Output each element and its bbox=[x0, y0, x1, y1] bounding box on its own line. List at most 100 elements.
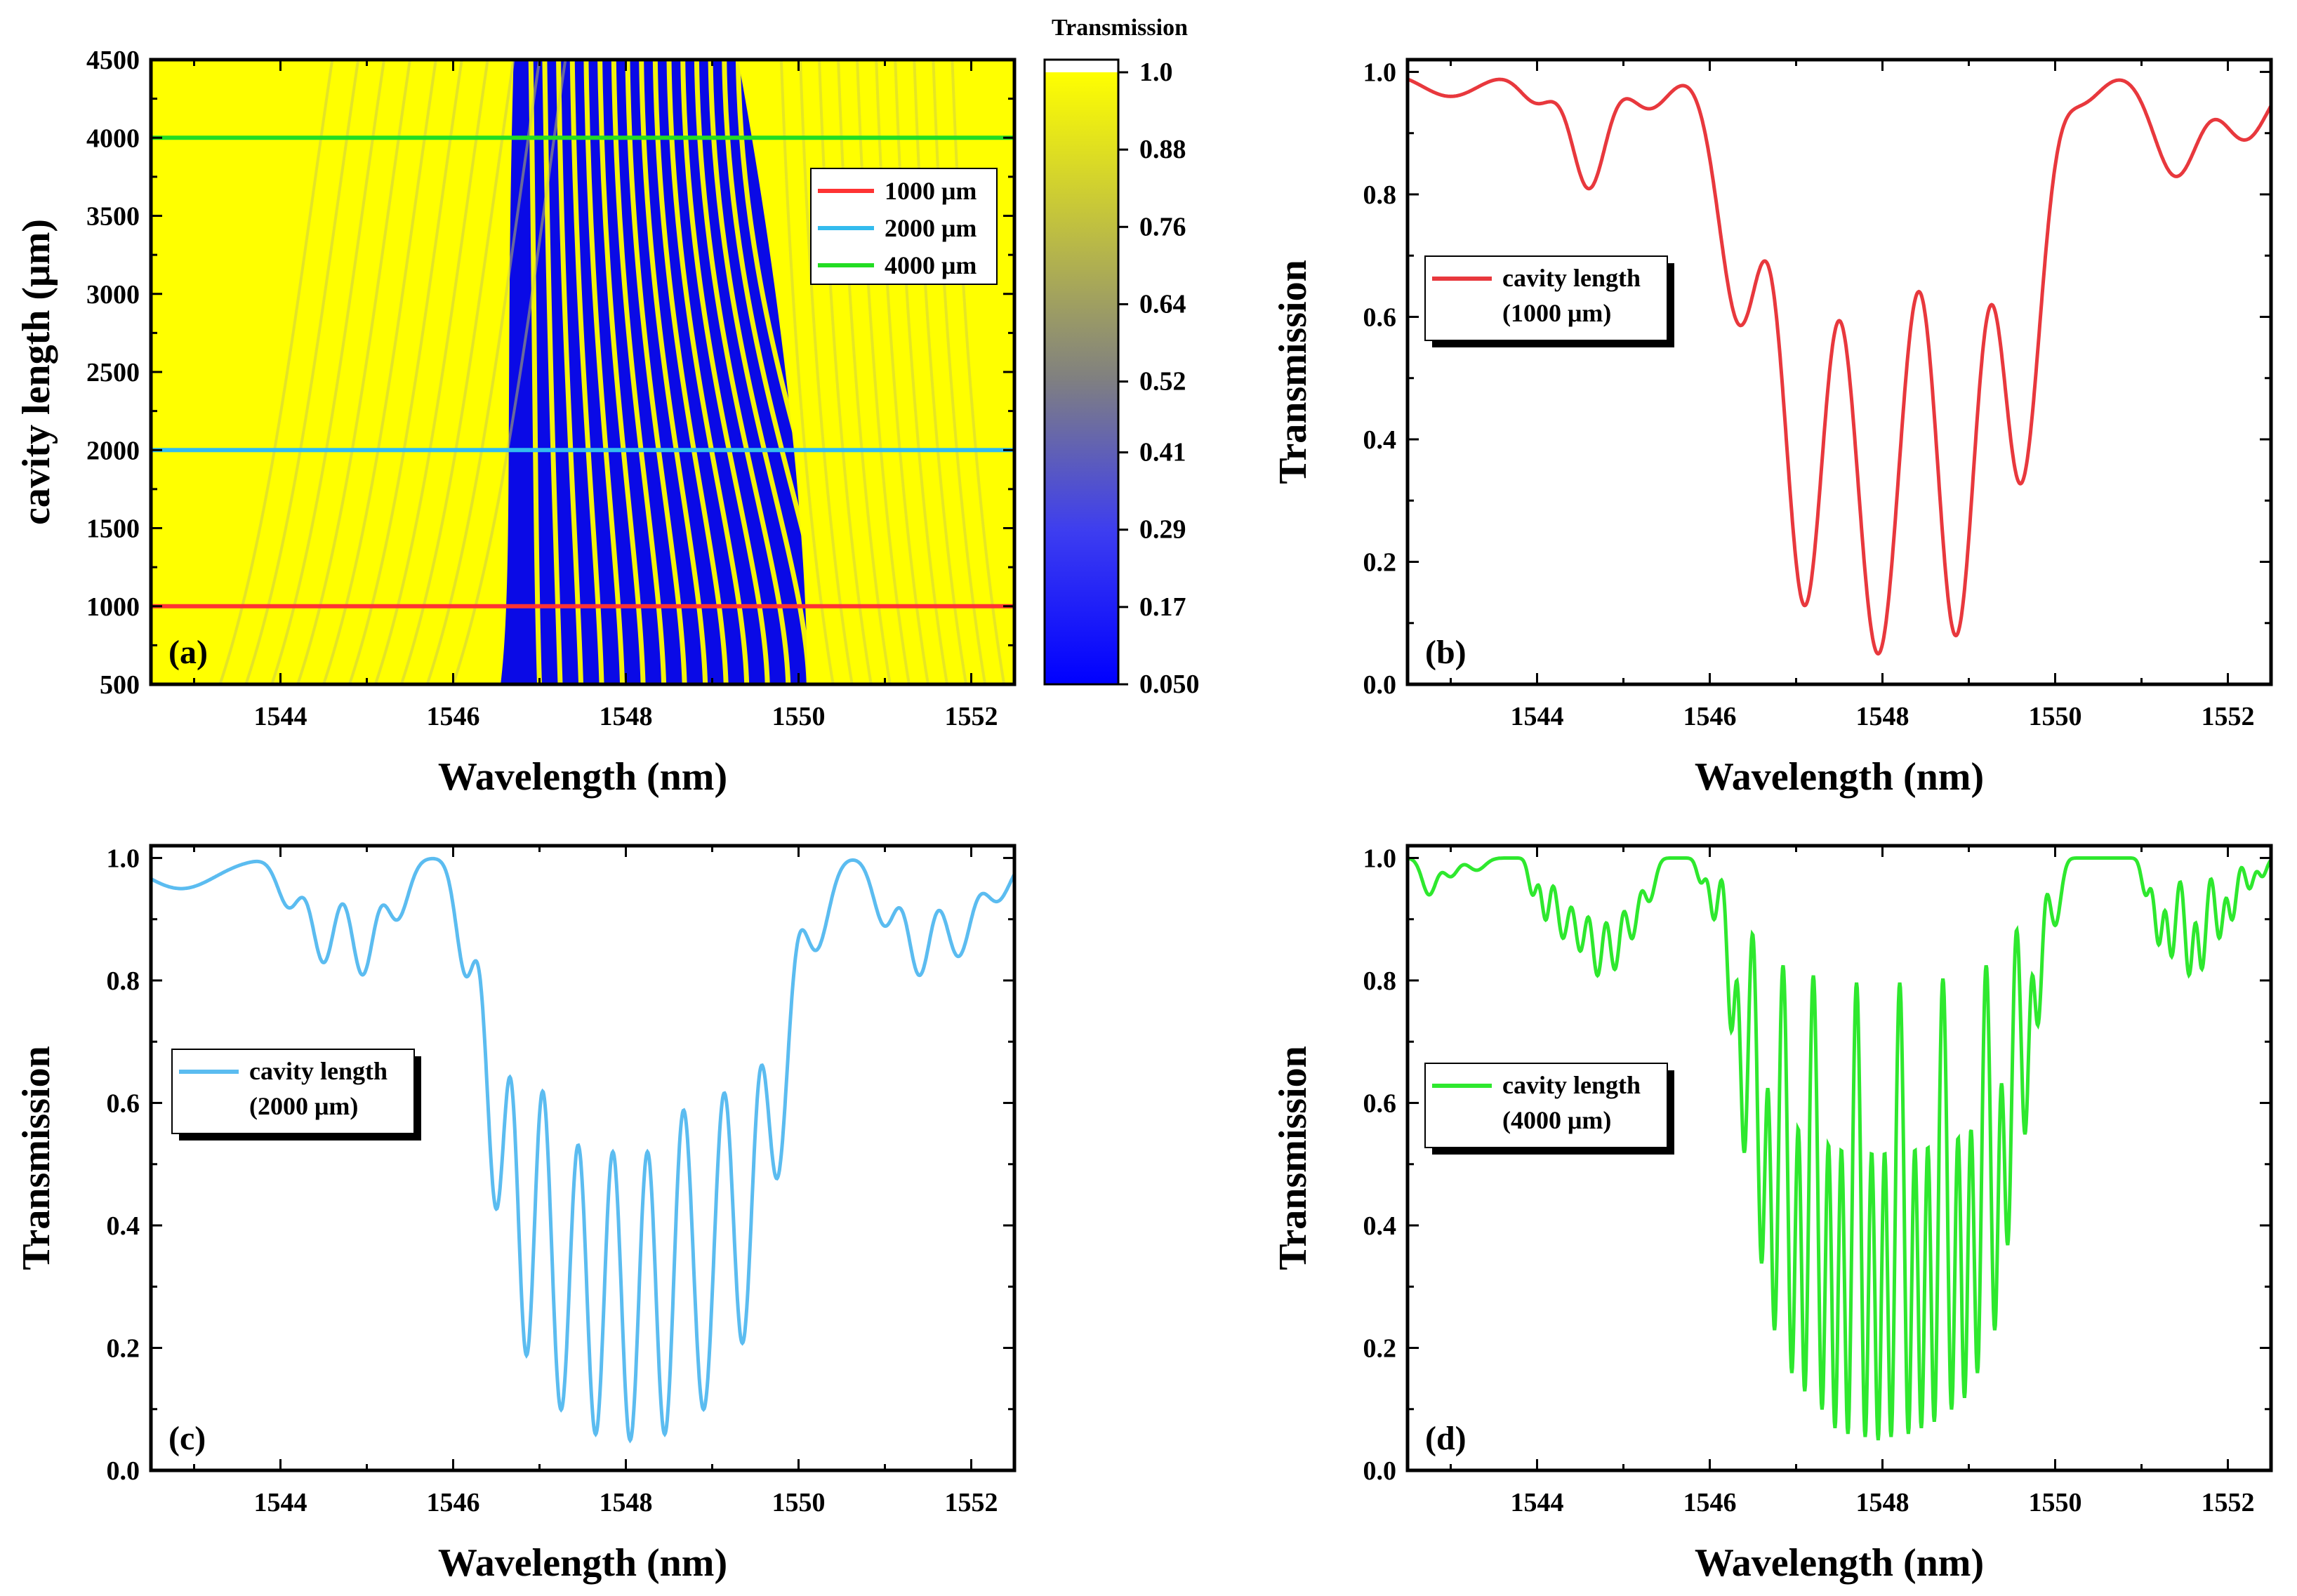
colorbar-top-cap bbox=[1045, 60, 1118, 72]
x-tick-label: 1552 bbox=[2202, 702, 2255, 731]
x-axis-label-c: Wavelength (nm) bbox=[438, 1541, 727, 1585]
side-fringe-left bbox=[322, 60, 437, 684]
y-tick-label: 500 bbox=[100, 670, 140, 700]
side-fringe-right bbox=[932, 60, 987, 684]
panel-d: 1544 1546 1548 1550 1552 0.0 0.2 0.4 0.6 0.8 1.0 W… bbox=[1271, 844, 2273, 1585]
x-tick-label: 1550 bbox=[772, 702, 826, 731]
resonance-fringe bbox=[639, 60, 708, 684]
x-tick-label: 1550 bbox=[772, 1488, 826, 1517]
resonance-fringe bbox=[528, 60, 542, 684]
y-tick-label: 0.0 bbox=[1363, 670, 1397, 700]
heatmap-area bbox=[151, 60, 1014, 684]
legend-d: cavity length (4000 μm) bbox=[1424, 1063, 1674, 1155]
colorbar-tick-label: 0.88 bbox=[1139, 135, 1186, 164]
y-tick-label: 0.6 bbox=[107, 1089, 140, 1118]
resonance-fringe bbox=[708, 60, 812, 684]
resonance-fringe bbox=[722, 60, 833, 684]
colorbar-tick-label: 0.41 bbox=[1139, 438, 1186, 467]
resonance-fringe bbox=[694, 60, 791, 684]
legend-label-1000: 1000 μm bbox=[885, 177, 977, 205]
y-tick-label: 1000 bbox=[86, 592, 140, 622]
axes-d: 1544 1546 1548 1550 1552 0.0 0.2 0.4 0.6 0.8 1.0 bbox=[1363, 844, 2271, 1517]
resonance-fringe bbox=[556, 60, 584, 684]
y-tick-label: 0.4 bbox=[107, 1211, 140, 1241]
y-tick-label: 1500 bbox=[86, 514, 140, 544]
x-tick-label: 1544 bbox=[1511, 702, 1564, 731]
panel-tag-a: (a) bbox=[168, 634, 208, 671]
resonance-fringe bbox=[611, 60, 667, 684]
side-fringe-left bbox=[373, 60, 489, 684]
colorbar-tick-label: 0.76 bbox=[1139, 212, 1186, 241]
colorbar-frame bbox=[1043, 58, 1120, 686]
legend-label-c: cavity length bbox=[249, 1057, 388, 1085]
x-axis-label-d: Wavelength (nm) bbox=[1695, 1541, 1984, 1585]
x-axis-label-a: Wavelength (nm) bbox=[438, 755, 727, 799]
side-fringe-right bbox=[856, 60, 911, 684]
x-tick-label: 1546 bbox=[1683, 1488, 1737, 1517]
side-fringe-left bbox=[296, 60, 411, 684]
y-tick-label: 0.4 bbox=[1363, 425, 1397, 455]
y-tick-label: 3000 bbox=[86, 280, 140, 310]
side-fringe-right bbox=[894, 60, 949, 684]
y-tick-label: 0.8 bbox=[1363, 180, 1397, 210]
legend-label-b-line2: (1000 μm) bbox=[1502, 299, 1611, 327]
resonance-fringe bbox=[680, 60, 770, 684]
legend-b: cavity length (1000 μm) bbox=[1424, 255, 1674, 347]
side-fringe-right bbox=[818, 60, 873, 684]
panel-c: 1544 1546 1548 1550 1552 0.0 0.2 0.4 0.6 0.8 1.0 W… bbox=[15, 844, 1017, 1585]
colorbar-tick-label: 0.050 bbox=[1139, 670, 1200, 699]
x-tick-label: 1548 bbox=[600, 1488, 653, 1517]
y-tick-label: 0.8 bbox=[1363, 966, 1397, 996]
x-tick-label: 1550 bbox=[2029, 1488, 2082, 1517]
side-fringe-left bbox=[399, 60, 515, 684]
resonance-fringe bbox=[569, 60, 604, 684]
side-fringe-right bbox=[875, 60, 929, 684]
y-tick-label: 0.0 bbox=[1363, 1456, 1397, 1486]
colorbar-tick-label: 0.17 bbox=[1139, 592, 1186, 622]
side-fringe-left bbox=[244, 60, 360, 684]
y-tick-label: 2500 bbox=[86, 358, 140, 387]
y-tick-label: 0.2 bbox=[107, 1334, 140, 1363]
x-tick-label: 1552 bbox=[945, 1488, 998, 1517]
plot-frame-c bbox=[149, 844, 1017, 1472]
x-tick-label: 1546 bbox=[1683, 702, 1737, 731]
x-tick-label: 1548 bbox=[600, 702, 653, 731]
transmission-curve-d bbox=[1408, 856, 2271, 1441]
legend-c: cavity length (2000 μm) bbox=[171, 1049, 421, 1141]
colorbar-tick-label: 1.0 bbox=[1139, 58, 1173, 87]
resonance-fringe bbox=[666, 60, 750, 684]
side-fringe-right bbox=[837, 60, 892, 684]
x-tick-label: 1552 bbox=[945, 702, 998, 731]
side-fringe-left bbox=[270, 60, 386, 684]
colorbar-ticks: 1.0 0.88 0.76 0.64 0.52 0.41 0.29 0.17 0.050 bbox=[1118, 58, 1200, 699]
colorbar-gradient bbox=[1045, 72, 1118, 684]
y-tick-label: 2000 bbox=[86, 436, 140, 465]
y-axis-label-c: Transmission bbox=[15, 1046, 58, 1270]
x-tick-label: 1546 bbox=[427, 702, 480, 731]
resonance-fringe bbox=[735, 60, 853, 684]
y-tick-label: 0.4 bbox=[1363, 1211, 1397, 1241]
side-fringe-right bbox=[798, 60, 854, 684]
y-tick-label: 0.2 bbox=[1363, 1334, 1397, 1363]
y-tick-label: 1.0 bbox=[1363, 58, 1397, 87]
x-tick-label: 1552 bbox=[2202, 1488, 2255, 1517]
x-tick-label: 1544 bbox=[254, 702, 307, 731]
legend-label-c-line2: (2000 μm) bbox=[249, 1092, 358, 1120]
side-fringe-left bbox=[348, 60, 463, 684]
y-tick-label: 4500 bbox=[86, 46, 140, 75]
transmission-curve-c bbox=[151, 856, 1014, 1444]
legend-label-2000: 2000 μm bbox=[885, 214, 977, 242]
legend-label-b: cavity length bbox=[1502, 264, 1641, 292]
side-fringe-left bbox=[451, 60, 567, 684]
resonance-fringe bbox=[625, 60, 687, 684]
side-fringe-right bbox=[779, 60, 835, 684]
side-fringe-right bbox=[913, 60, 968, 684]
legend-label-d: cavity length bbox=[1502, 1071, 1641, 1099]
legend-label-d-line2: (4000 μm) bbox=[1502, 1106, 1611, 1134]
panel-tag-c: (c) bbox=[168, 1420, 206, 1457]
y-tick-label: 1.0 bbox=[107, 844, 140, 873]
panel-tag-d: (d) bbox=[1425, 1420, 1467, 1457]
x-axis-label-b: Wavelength (nm) bbox=[1695, 755, 1984, 799]
colorbar: Transmission 1.0 0.88 0.76 0.64 0.52 0.41 0.29… bbox=[1043, 15, 1200, 699]
